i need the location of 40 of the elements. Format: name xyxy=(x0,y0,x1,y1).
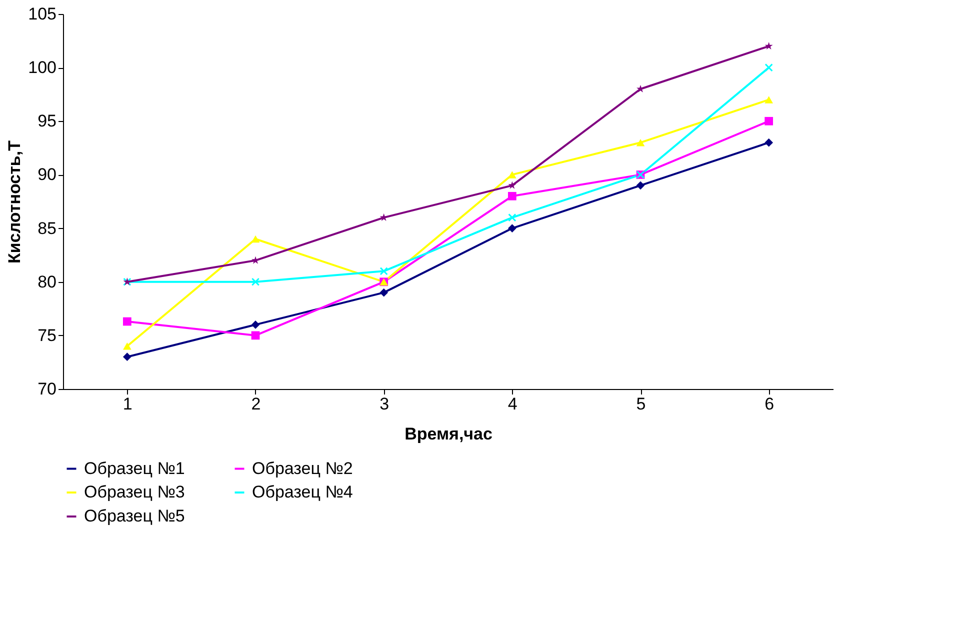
x-tick-label: 5 xyxy=(636,394,646,414)
point xyxy=(251,331,260,340)
point xyxy=(251,320,260,329)
y-tick-label: 90 xyxy=(38,165,56,184)
point xyxy=(508,213,516,222)
point xyxy=(764,63,773,72)
point xyxy=(764,96,774,104)
x-axis-title: Время,час xyxy=(404,424,492,444)
y-tick-label: 75 xyxy=(38,326,56,345)
point xyxy=(636,181,645,190)
legend-label: Образец №4 xyxy=(252,482,353,502)
point xyxy=(380,267,388,276)
y-tick-label: 70 xyxy=(38,380,56,398)
point xyxy=(636,138,645,146)
point xyxy=(122,342,132,350)
point xyxy=(764,116,774,126)
point xyxy=(508,192,516,200)
x-tick-label: 6 xyxy=(764,394,774,414)
point xyxy=(122,317,132,326)
legend-label: Образец №3 xyxy=(84,482,185,502)
point xyxy=(508,224,516,232)
x-tick-label: 2 xyxy=(251,394,261,414)
y-tick-label: 100 xyxy=(28,58,56,78)
legend-label: Образец №2 xyxy=(252,458,353,478)
y-tick-label: 80 xyxy=(38,272,56,292)
y-tick-label: 95 xyxy=(38,112,56,131)
y-tick-label: 85 xyxy=(38,218,56,238)
legend-label: Образец №1 xyxy=(84,458,185,478)
point xyxy=(122,352,132,362)
point xyxy=(251,278,260,286)
point xyxy=(764,138,774,147)
y-tick-label: 105 xyxy=(28,4,56,24)
x-tick-label: 3 xyxy=(380,394,390,414)
y-axis-title: Кислотность,Т xyxy=(5,140,24,264)
x-tick-label: 1 xyxy=(122,394,132,414)
point xyxy=(508,181,516,189)
x-tick-label: 4 xyxy=(508,394,518,414)
point xyxy=(764,42,773,50)
point xyxy=(380,288,388,297)
legend-label: Образец №5 xyxy=(84,506,185,526)
